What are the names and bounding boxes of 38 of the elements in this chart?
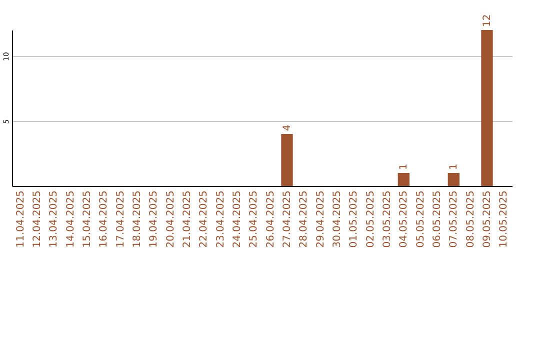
x-tick-label: 23.04.2025 — [215, 190, 226, 248]
x-tick-label: 14.04.2025 — [65, 190, 76, 248]
x-tick-label: 11.04.2025 — [15, 190, 26, 248]
x-tick-label: 19.04.2025 — [148, 190, 160, 248]
x-tick-label: 27.04.2025 — [282, 190, 293, 248]
x-tick-label: 26.04.2025 — [265, 190, 276, 248]
x-tick-label: 06.05.2025 — [432, 190, 443, 248]
x-tick-label: 01.05.2025 — [348, 190, 360, 248]
x-tick-label: 07.05.2025 — [448, 190, 460, 248]
x-tick-label: 09.05.2025 — [482, 190, 493, 248]
x-tick-label: 18.04.2025 — [132, 190, 143, 248]
data-label: 1 — [398, 164, 410, 170]
x-tick-label: 21.04.2025 — [182, 190, 193, 248]
data-label: 12 — [482, 14, 493, 27]
x-tick-label: 15.04.2025 — [82, 190, 93, 248]
data-label: 1 — [448, 164, 460, 170]
x-tick-label: 17.04.2025 — [115, 190, 126, 248]
x-tick-label: 29.04.2025 — [315, 190, 326, 248]
x-tick-label: 10.05.2025 — [498, 190, 510, 248]
x-tick-label: 05.05.2025 — [415, 190, 426, 248]
bar — [281, 134, 293, 186]
x-tick-label: 28.04.2025 — [298, 190, 310, 248]
x-tick-label: 08.05.2025 — [465, 190, 476, 248]
x-tick-label: 16.04.2025 — [98, 190, 110, 248]
x-tick-label: 03.05.2025 — [382, 190, 393, 248]
x-tick-label: 24.04.2025 — [232, 190, 243, 248]
bar — [398, 173, 410, 186]
x-tick-label: 30.04.2025 — [332, 190, 343, 248]
x-tick-label: 22.04.2025 — [198, 190, 210, 248]
x-tick-label: 02.05.2025 — [365, 190, 376, 248]
bar — [481, 30, 493, 186]
bar — [448, 173, 460, 186]
x-tick-label: 20.04.2025 — [165, 190, 176, 248]
x-tick-label: 13.04.2025 — [48, 190, 60, 248]
x-tick-label: 25.04.2025 — [248, 190, 260, 248]
data-label: 4 — [282, 124, 293, 131]
x-tick-label: 04.05.2025 — [398, 190, 410, 248]
x-tick-label: 12.04.2025 — [32, 190, 43, 248]
